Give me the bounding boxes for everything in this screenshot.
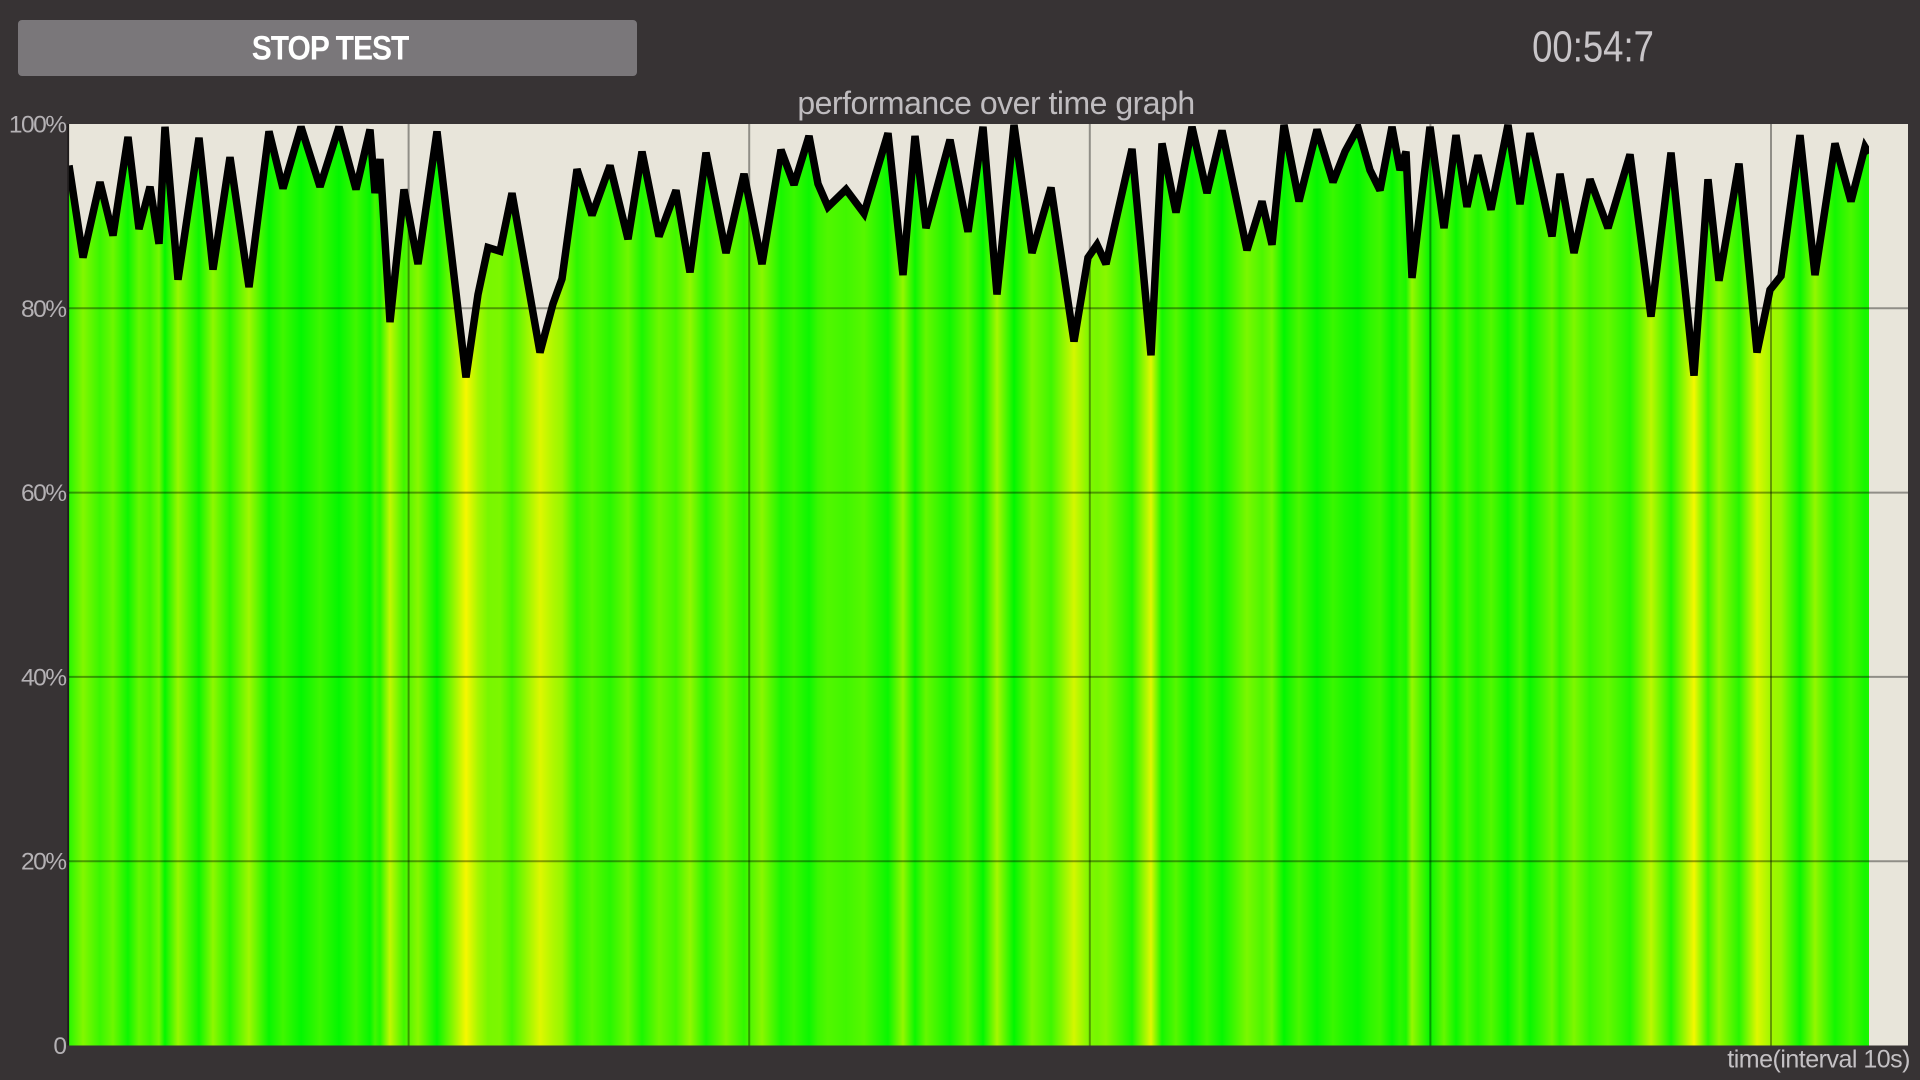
svg-text:20%: 20%	[21, 849, 66, 876]
svg-text:STOP TEST: STOP TEST	[252, 29, 410, 67]
svg-text:time(interval 10s): time(interval 10s)	[1727, 1046, 1910, 1074]
svg-text:00:54:7: 00:54:7	[1532, 22, 1654, 71]
svg-text:0: 0	[53, 1033, 66, 1060]
svg-text:40%: 40%	[21, 664, 66, 691]
svg-text:performance over time graph: performance over time graph	[797, 85, 1194, 121]
svg-text:100%: 100%	[9, 112, 66, 139]
svg-text:80%: 80%	[21, 296, 66, 323]
svg-text:60%: 60%	[21, 480, 66, 507]
